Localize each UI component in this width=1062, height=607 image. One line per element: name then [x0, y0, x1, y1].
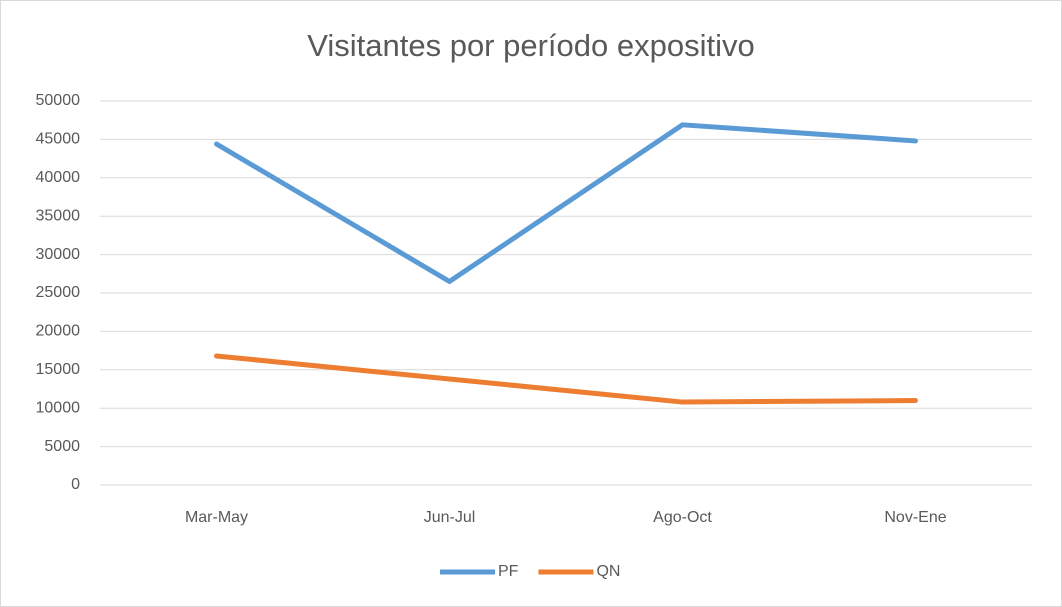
y-tick-label: 15000 [36, 361, 81, 378]
y-tick-label: 35000 [36, 207, 81, 224]
y-tick-label: 5000 [44, 438, 80, 455]
chart-title: Visitantes por período expositivo [307, 28, 754, 63]
y-tick-label: 40000 [36, 169, 81, 186]
legend-label: PF [498, 563, 519, 580]
y-tick-label: 20000 [36, 323, 81, 340]
x-tick-label: Mar-May [185, 509, 248, 526]
x-tick-label: Ago-Oct [653, 509, 712, 526]
y-tick-label: 45000 [36, 131, 81, 148]
y-tick-label: 0 [71, 476, 80, 493]
series-line [214, 122, 918, 284]
y-tick-label: 10000 [36, 399, 81, 416]
x-tick-label: Nov-Ene [884, 509, 946, 526]
legend-label: QN [596, 563, 620, 580]
y-tick-label: 25000 [36, 284, 81, 301]
y-tick-label: 30000 [36, 246, 81, 263]
series-line [214, 353, 918, 405]
y-tick-label: 50000 [36, 92, 81, 109]
x-tick-label: Jun-Jul [424, 509, 476, 526]
